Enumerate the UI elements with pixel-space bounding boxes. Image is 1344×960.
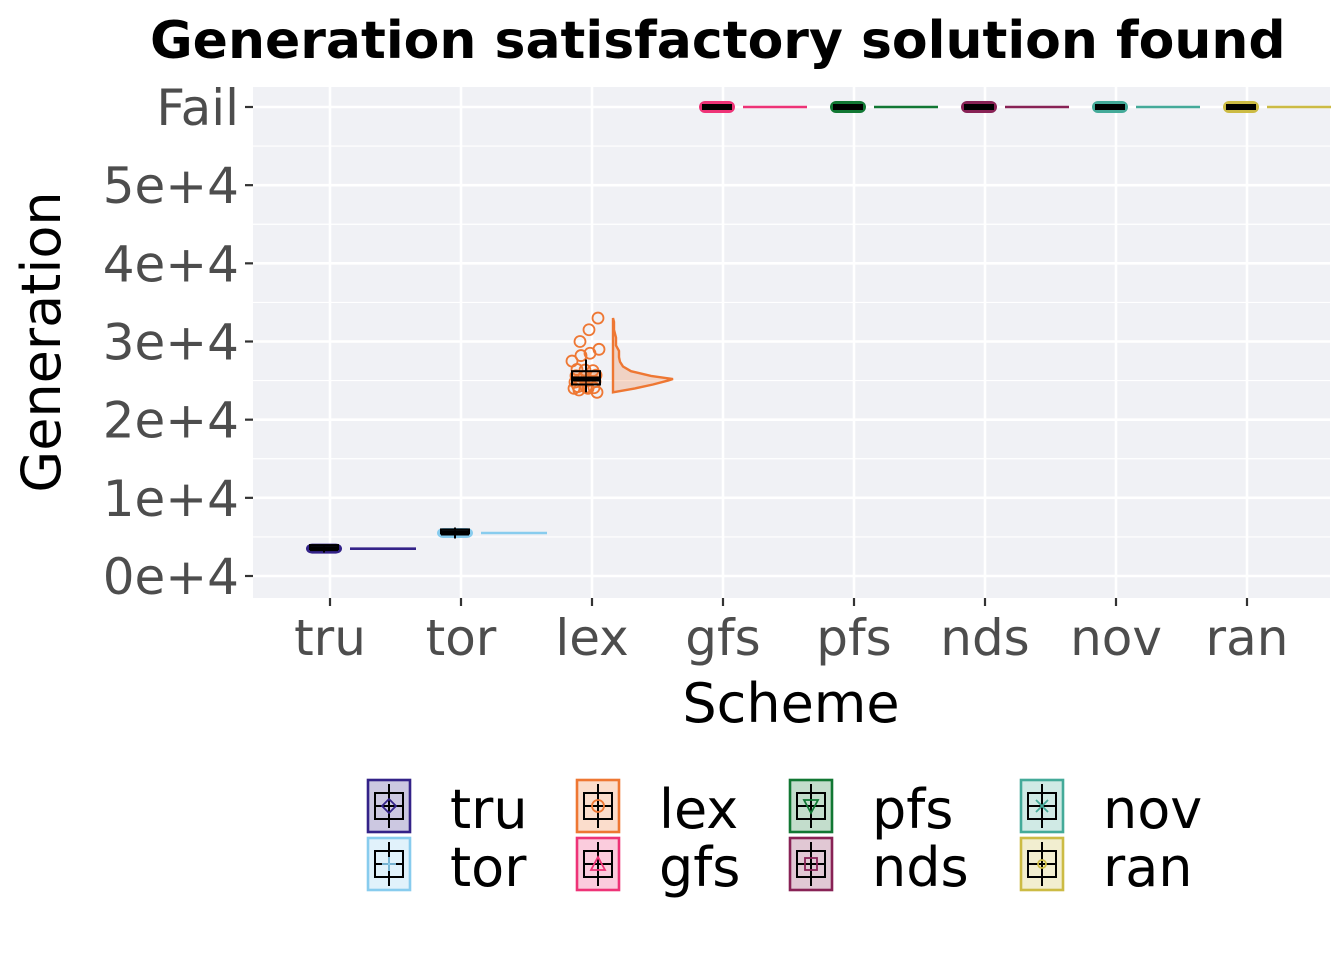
legend-marker-dot	[1037, 859, 1047, 869]
legend-marker-cross	[1035, 799, 1049, 813]
x-tick-label: lex	[555, 609, 628, 667]
legend-label-lex: lex	[659, 778, 738, 841]
y-axis: 0e+4 1e+4 2e+4 3e+4 4e+4 5e+4 Fail	[103, 79, 253, 606]
point-lex	[570, 363, 584, 376]
y-tick-label: Fail	[156, 79, 239, 137]
x-tick-label: tru	[294, 609, 366, 667]
point-lex	[592, 342, 606, 356]
series-pfs	[830, 101, 938, 113]
legend-label-tor: tor	[450, 836, 527, 899]
series-gfs	[699, 101, 807, 113]
point-lex	[573, 335, 587, 348]
legend-label-nds: nds	[872, 836, 969, 899]
legend: tru lex pfs nov tor gfs nds ran	[366, 778, 1202, 899]
series-tru	[306, 543, 416, 554]
legend-item-tor: tor	[366, 836, 527, 899]
series-lex	[565, 311, 674, 399]
data-marks	[306, 101, 1331, 554]
point-lex	[582, 323, 596, 337]
x-tick-label: tor	[426, 609, 497, 667]
y-tick-label: 2e+4	[103, 392, 239, 450]
y-tick-label: 4e+4	[103, 235, 239, 293]
legend-marker-plus	[382, 857, 396, 871]
legend-item-nds: nds	[788, 836, 969, 899]
legend-marker-square	[804, 857, 818, 871]
series-ran	[1223, 101, 1331, 113]
point-lex	[587, 381, 601, 395]
legend-item-ran: ran	[1019, 836, 1193, 899]
legend-label-tru: tru	[450, 778, 528, 841]
legend-label-gfs: gfs	[659, 836, 740, 899]
legend-marker-triangle-down	[802, 799, 820, 815]
y-tick-label: 5e+4	[103, 157, 239, 215]
x-tick-label: nov	[1070, 609, 1162, 667]
legend-item-lex: lex	[575, 778, 738, 841]
x-tick-label: nds	[940, 609, 1029, 667]
series-nov	[1092, 101, 1200, 113]
legend-item-gfs: gfs	[575, 836, 740, 899]
point-lex	[591, 311, 605, 325]
legend-label-ran: ran	[1103, 836, 1193, 899]
legend-label-pfs: pfs	[872, 778, 953, 841]
legend-marker-diamond	[380, 797, 398, 815]
legend-item-tru: tru	[366, 778, 528, 841]
legend-label-nov: nov	[1103, 778, 1202, 841]
point-lex	[574, 349, 588, 362]
legend-marker-circle	[591, 799, 605, 813]
legend-item-pfs: pfs	[788, 778, 953, 841]
y-axis-title: Generation	[10, 191, 73, 492]
series-nds	[961, 101, 1069, 113]
y-tick-label: 3e+4	[103, 314, 239, 372]
x-tick-label: pfs	[816, 609, 891, 667]
chart-title: Generation satisfactory solution found	[150, 11, 1286, 71]
x-tick-label: ran	[1206, 609, 1289, 667]
legend-marker-triangle-up	[589, 855, 607, 871]
series-tor	[437, 527, 547, 539]
grid-lines	[253, 87, 1330, 598]
x-axis: tru tor lex gfs pfs nds nov ran	[294, 598, 1288, 667]
x-axis-title: Scheme	[682, 672, 899, 735]
density-lex	[611, 317, 674, 394]
x-tick-label: gfs	[685, 609, 760, 667]
y-tick-label: 1e+4	[103, 470, 239, 528]
point-lex	[567, 381, 581, 395]
legend-item-nov: nov	[1019, 778, 1202, 841]
y-tick-label: 0e+4	[103, 548, 239, 606]
